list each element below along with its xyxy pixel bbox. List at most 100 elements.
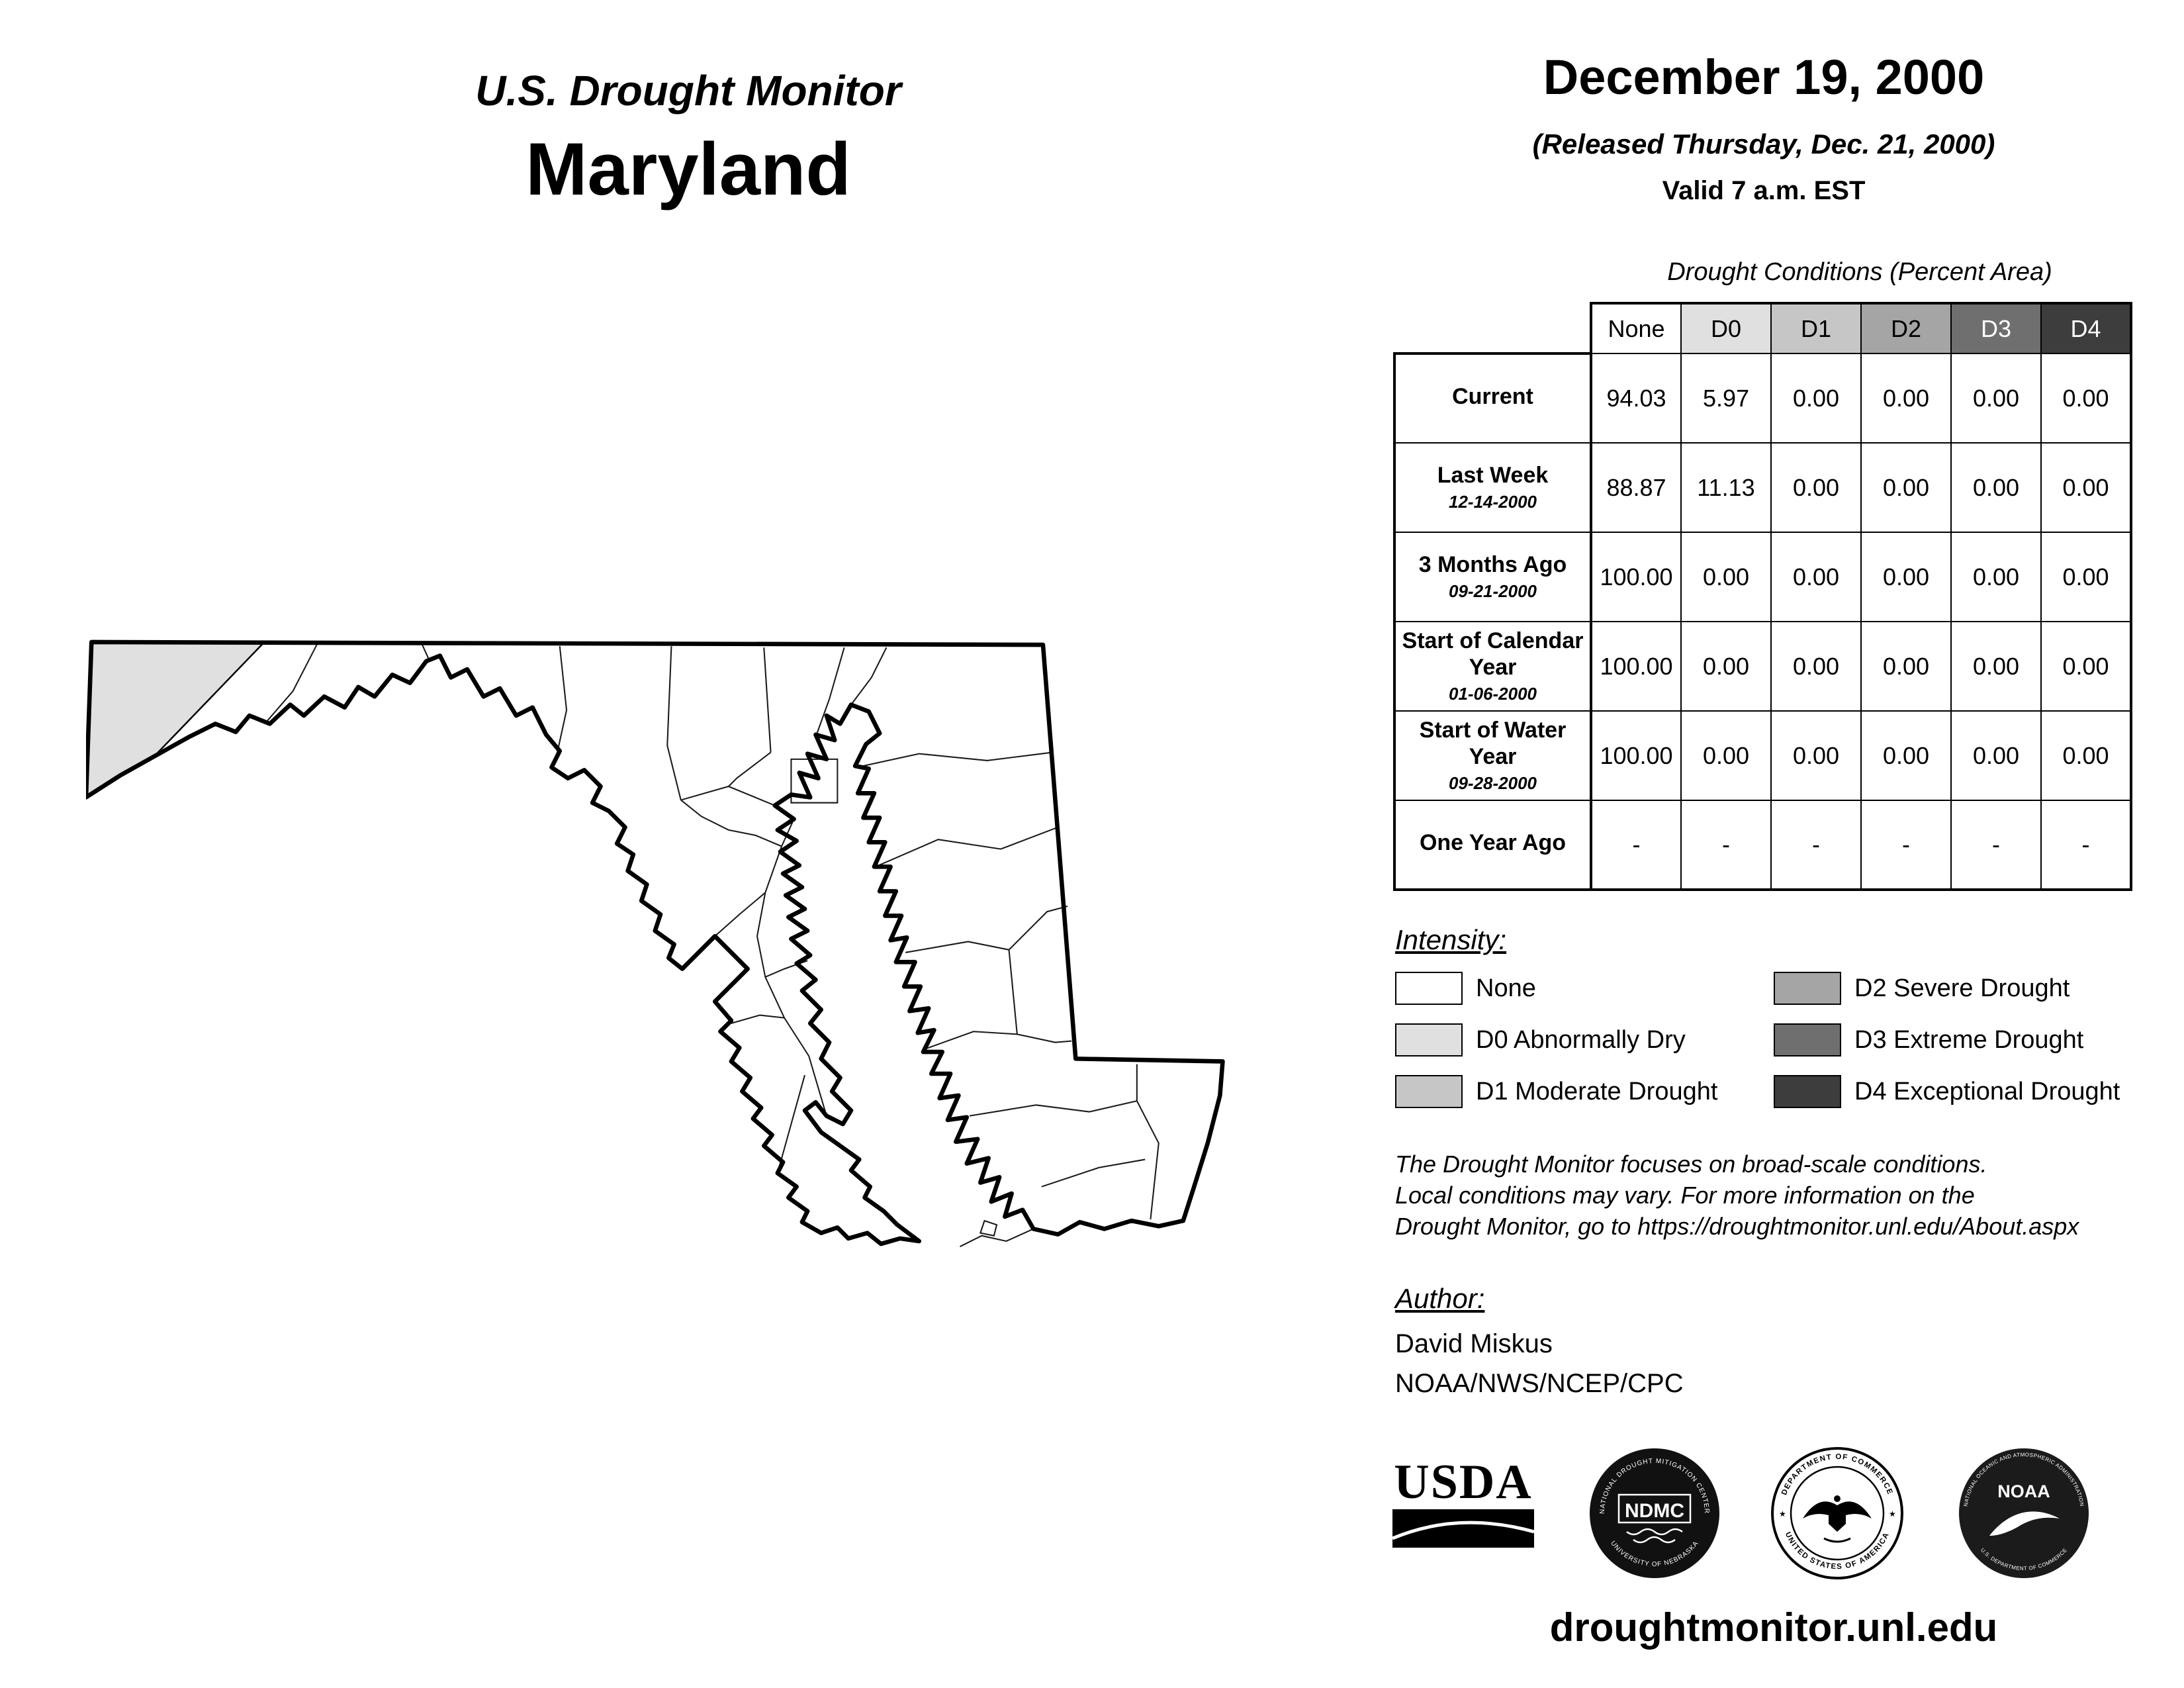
row-label: Last Week 12-14-2000 [1393, 442, 1592, 533]
value-cell: 0.00 [1770, 353, 1862, 444]
disclaimer-text: The Drought Monitor focuses on broad-sca… [1395, 1149, 2163, 1242]
legend-swatch-d0 [1395, 1023, 1463, 1056]
value-cell: - [1770, 800, 1862, 891]
value-cell: 0.00 [2040, 710, 2132, 801]
ndmc-logo: NATIONAL DROUGHT MITIGATION CENTER UNIVE… [1590, 1448, 1719, 1578]
value-cell: 0.00 [1950, 710, 2042, 801]
legend-label: D0 Abnormally Dry [1476, 1025, 1686, 1054]
table-row: Start of Water Year 09-28-2000 100.00 0.0… [1393, 710, 2132, 801]
table-row: Current 94.03 5.97 0.00 0.00 0.00 0.00 [1393, 352, 2132, 444]
author-org: NOAA/NWS/NCEP/CPC [1395, 1369, 1684, 1398]
author-name: David Miskus [1395, 1329, 1553, 1358]
seal-star-left: ★ [1779, 1509, 1786, 1519]
released-date: (Released Thursday, Dec. 21, 2000) [1532, 128, 1995, 160]
value-cell: 0.00 [2040, 532, 2132, 622]
legend-item-d0: D0 Abnormally Dry [1395, 1023, 1686, 1056]
usda-wordmark: USDA [1394, 1455, 1533, 1509]
row-label: Current [1393, 352, 1592, 444]
legend-label: D4 Exceptional Drought [1854, 1077, 2120, 1105]
table-title: Drought Conditions (Percent Area) [1667, 258, 2052, 286]
row-label: 3 Months Ago 09-21-2000 [1393, 532, 1592, 622]
legend-swatch-d4 [1774, 1075, 1841, 1108]
legend-item-d4: D4 Exceptional Drought [1774, 1075, 2120, 1108]
value-cell: 0.00 [1950, 353, 2042, 444]
map-date: December 19, 2000 [1543, 50, 1985, 105]
value-cell: 0.00 [1950, 532, 2042, 622]
noaa-wordmark: NOAA [1997, 1481, 2050, 1501]
column-header-d1: D1 [1770, 302, 1862, 354]
disclaimer-line-2: Local conditions may vary. For more info… [1395, 1181, 1975, 1209]
table-header-row: None D0 D1 D2 D3 D4 [1394, 302, 2132, 354]
value-cell: 11.13 [1680, 442, 1772, 533]
value-cell: 0.00 [2040, 353, 2132, 444]
value-cell: 88.87 [1590, 442, 1682, 533]
disclaimer-line-3: Drought Monitor, go to https://droughtmo… [1395, 1212, 2079, 1240]
value-cell: 0.00 [2040, 621, 2132, 712]
table-corner [1394, 303, 1591, 353]
smith-island [979, 1219, 998, 1237]
value-cell: 0.00 [1770, 442, 1862, 533]
table-row: Last Week 12-14-2000 88.87 11.13 0.00 0.0… [1393, 442, 2132, 533]
value-cell: 0.00 [2040, 442, 2132, 533]
virginia-line-in-bay [960, 1228, 1034, 1248]
column-header-d3: D3 [1950, 302, 2042, 354]
column-header-d4: D4 [2040, 302, 2132, 354]
legend-label: D2 Severe Drought [1854, 974, 2070, 1002]
legend-label: D3 Extreme Drought [1854, 1025, 2084, 1054]
value-cell: 0.00 [1950, 621, 2042, 712]
value-cell: - [1680, 800, 1772, 891]
value-cell: - [1860, 800, 1952, 891]
row-label: Start of Calendar Year 01-06-2000 [1393, 621, 1592, 712]
ndmc-wordmark: NDMC [1625, 1500, 1684, 1522]
commerce-eagle-emblem [1803, 1495, 1872, 1543]
table-row: 3 Months Ago 09-21-2000 100.00 0.00 0.00 … [1393, 532, 2132, 622]
column-header-d2: D2 [1860, 302, 1952, 354]
value-cell: - [1950, 800, 2042, 891]
value-cell: 0.00 [1860, 532, 1952, 622]
report-heading: U.S. Drought Monitor Maryland [159, 66, 1218, 207]
legend-swatch-d2 [1774, 972, 1841, 1005]
value-cell: 0.00 [1680, 532, 1772, 622]
maryland-map [86, 639, 1225, 1248]
value-cell: - [1590, 800, 1682, 891]
value-cell: 0.00 [1680, 710, 1772, 801]
table-row: Start of Calendar Year 01-06-2000 100.00 … [1393, 621, 2132, 712]
value-cell: 0.00 [1770, 532, 1862, 622]
value-cell: 100.00 [1590, 532, 1682, 622]
value-cell: 0.00 [1770, 710, 1862, 801]
usda-logo: USDA [1392, 1455, 1534, 1548]
value-cell: 0.00 [1860, 442, 1952, 533]
value-cell: 0.00 [1860, 710, 1952, 801]
value-cell: - [2040, 800, 2132, 891]
valid-time: Valid 7 a.m. EST [1662, 175, 1866, 205]
legend-label: None [1476, 974, 1536, 1002]
monitor-title: U.S. Drought Monitor [475, 67, 901, 115]
d0-region [86, 641, 265, 798]
conditions-table: None D0 D1 D2 D3 D4 Current 94.03 5.97 0… [1393, 302, 2132, 891]
footer-url: droughtmonitor.unl.edu [1549, 1605, 1998, 1650]
legend-swatch-none [1395, 972, 1463, 1005]
column-header-d0: D0 [1680, 302, 1772, 354]
value-cell: 94.03 [1590, 353, 1682, 444]
legend-swatch-d3 [1774, 1023, 1841, 1056]
usda-bar-graphic [1392, 1509, 1534, 1548]
table-row: One Year Ago - - - - - - [1393, 800, 2132, 891]
commerce-seal: DEPARTMENT OF COMMERCE UNITED STATES OF … [1771, 1447, 1903, 1579]
row-label: One Year Ago [1393, 800, 1592, 891]
value-cell: 0.00 [1770, 621, 1862, 712]
value-cell: 100.00 [1590, 621, 1682, 712]
legend-item-d2: D2 Severe Drought [1774, 972, 2070, 1005]
disclaimer-line-1: The Drought Monitor focuses on broad-sca… [1395, 1150, 1987, 1178]
column-header-none: None [1590, 302, 1682, 354]
legend-swatch-d1 [1395, 1075, 1463, 1108]
value-cell: 0.00 [1860, 353, 1952, 444]
seal-star-right: ★ [1889, 1509, 1896, 1519]
row-label: Start of Water Year 09-28-2000 [1393, 710, 1592, 801]
legend-item-none: None [1395, 972, 1536, 1005]
value-cell: 0.00 [1950, 442, 2042, 533]
value-cell: 100.00 [1590, 710, 1682, 801]
value-cell: 0.00 [1860, 621, 1952, 712]
state-outline [86, 639, 1225, 1246]
legend-item-d3: D3 Extreme Drought [1774, 1023, 2083, 1056]
